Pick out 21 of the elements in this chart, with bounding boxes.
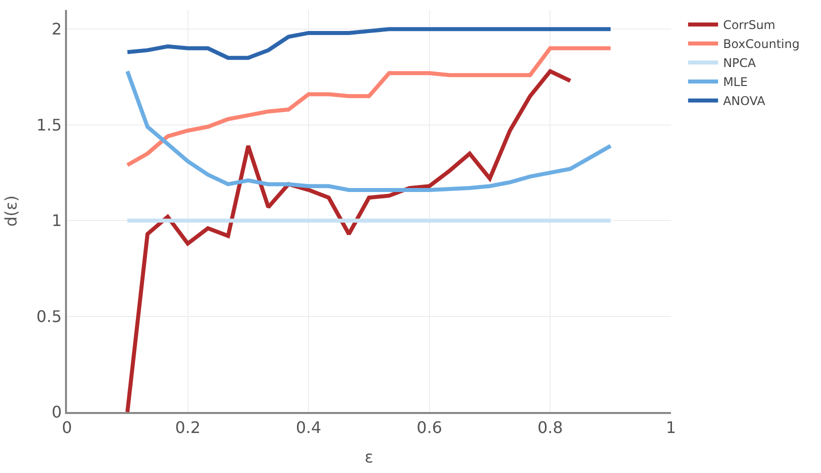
y-tick-label: 2 — [52, 20, 62, 39]
y-tick-label: 1.5 — [36, 115, 62, 134]
legend-label: NPCA — [723, 56, 757, 70]
line-series — [125, 46, 613, 168]
x-tick-label: 1 — [666, 418, 676, 438]
legend-label: CorrSum — [723, 18, 776, 32]
y-tick-label: 0.5 — [36, 306, 62, 326]
legend-label: BoxCounting — [723, 37, 800, 52]
x-tick-label: 0.8 — [537, 418, 563, 438]
line-series — [125, 27, 613, 60]
legend-label: ANOVA — [723, 94, 766, 108]
x-axis-title: ε — [364, 447, 374, 466]
line-series — [125, 69, 572, 412]
legend-label: MLE — [723, 75, 748, 90]
x-tick-label: 0.6 — [416, 418, 442, 438]
y-tick-label: 1 — [52, 211, 62, 230]
y-axis-title: d(ε) — [2, 195, 21, 227]
x-tick-label: 0.4 — [296, 418, 322, 438]
y-tick-label: 0 — [52, 402, 62, 422]
x-tick-label: 0.2 — [175, 418, 201, 438]
line-series — [125, 69, 613, 192]
